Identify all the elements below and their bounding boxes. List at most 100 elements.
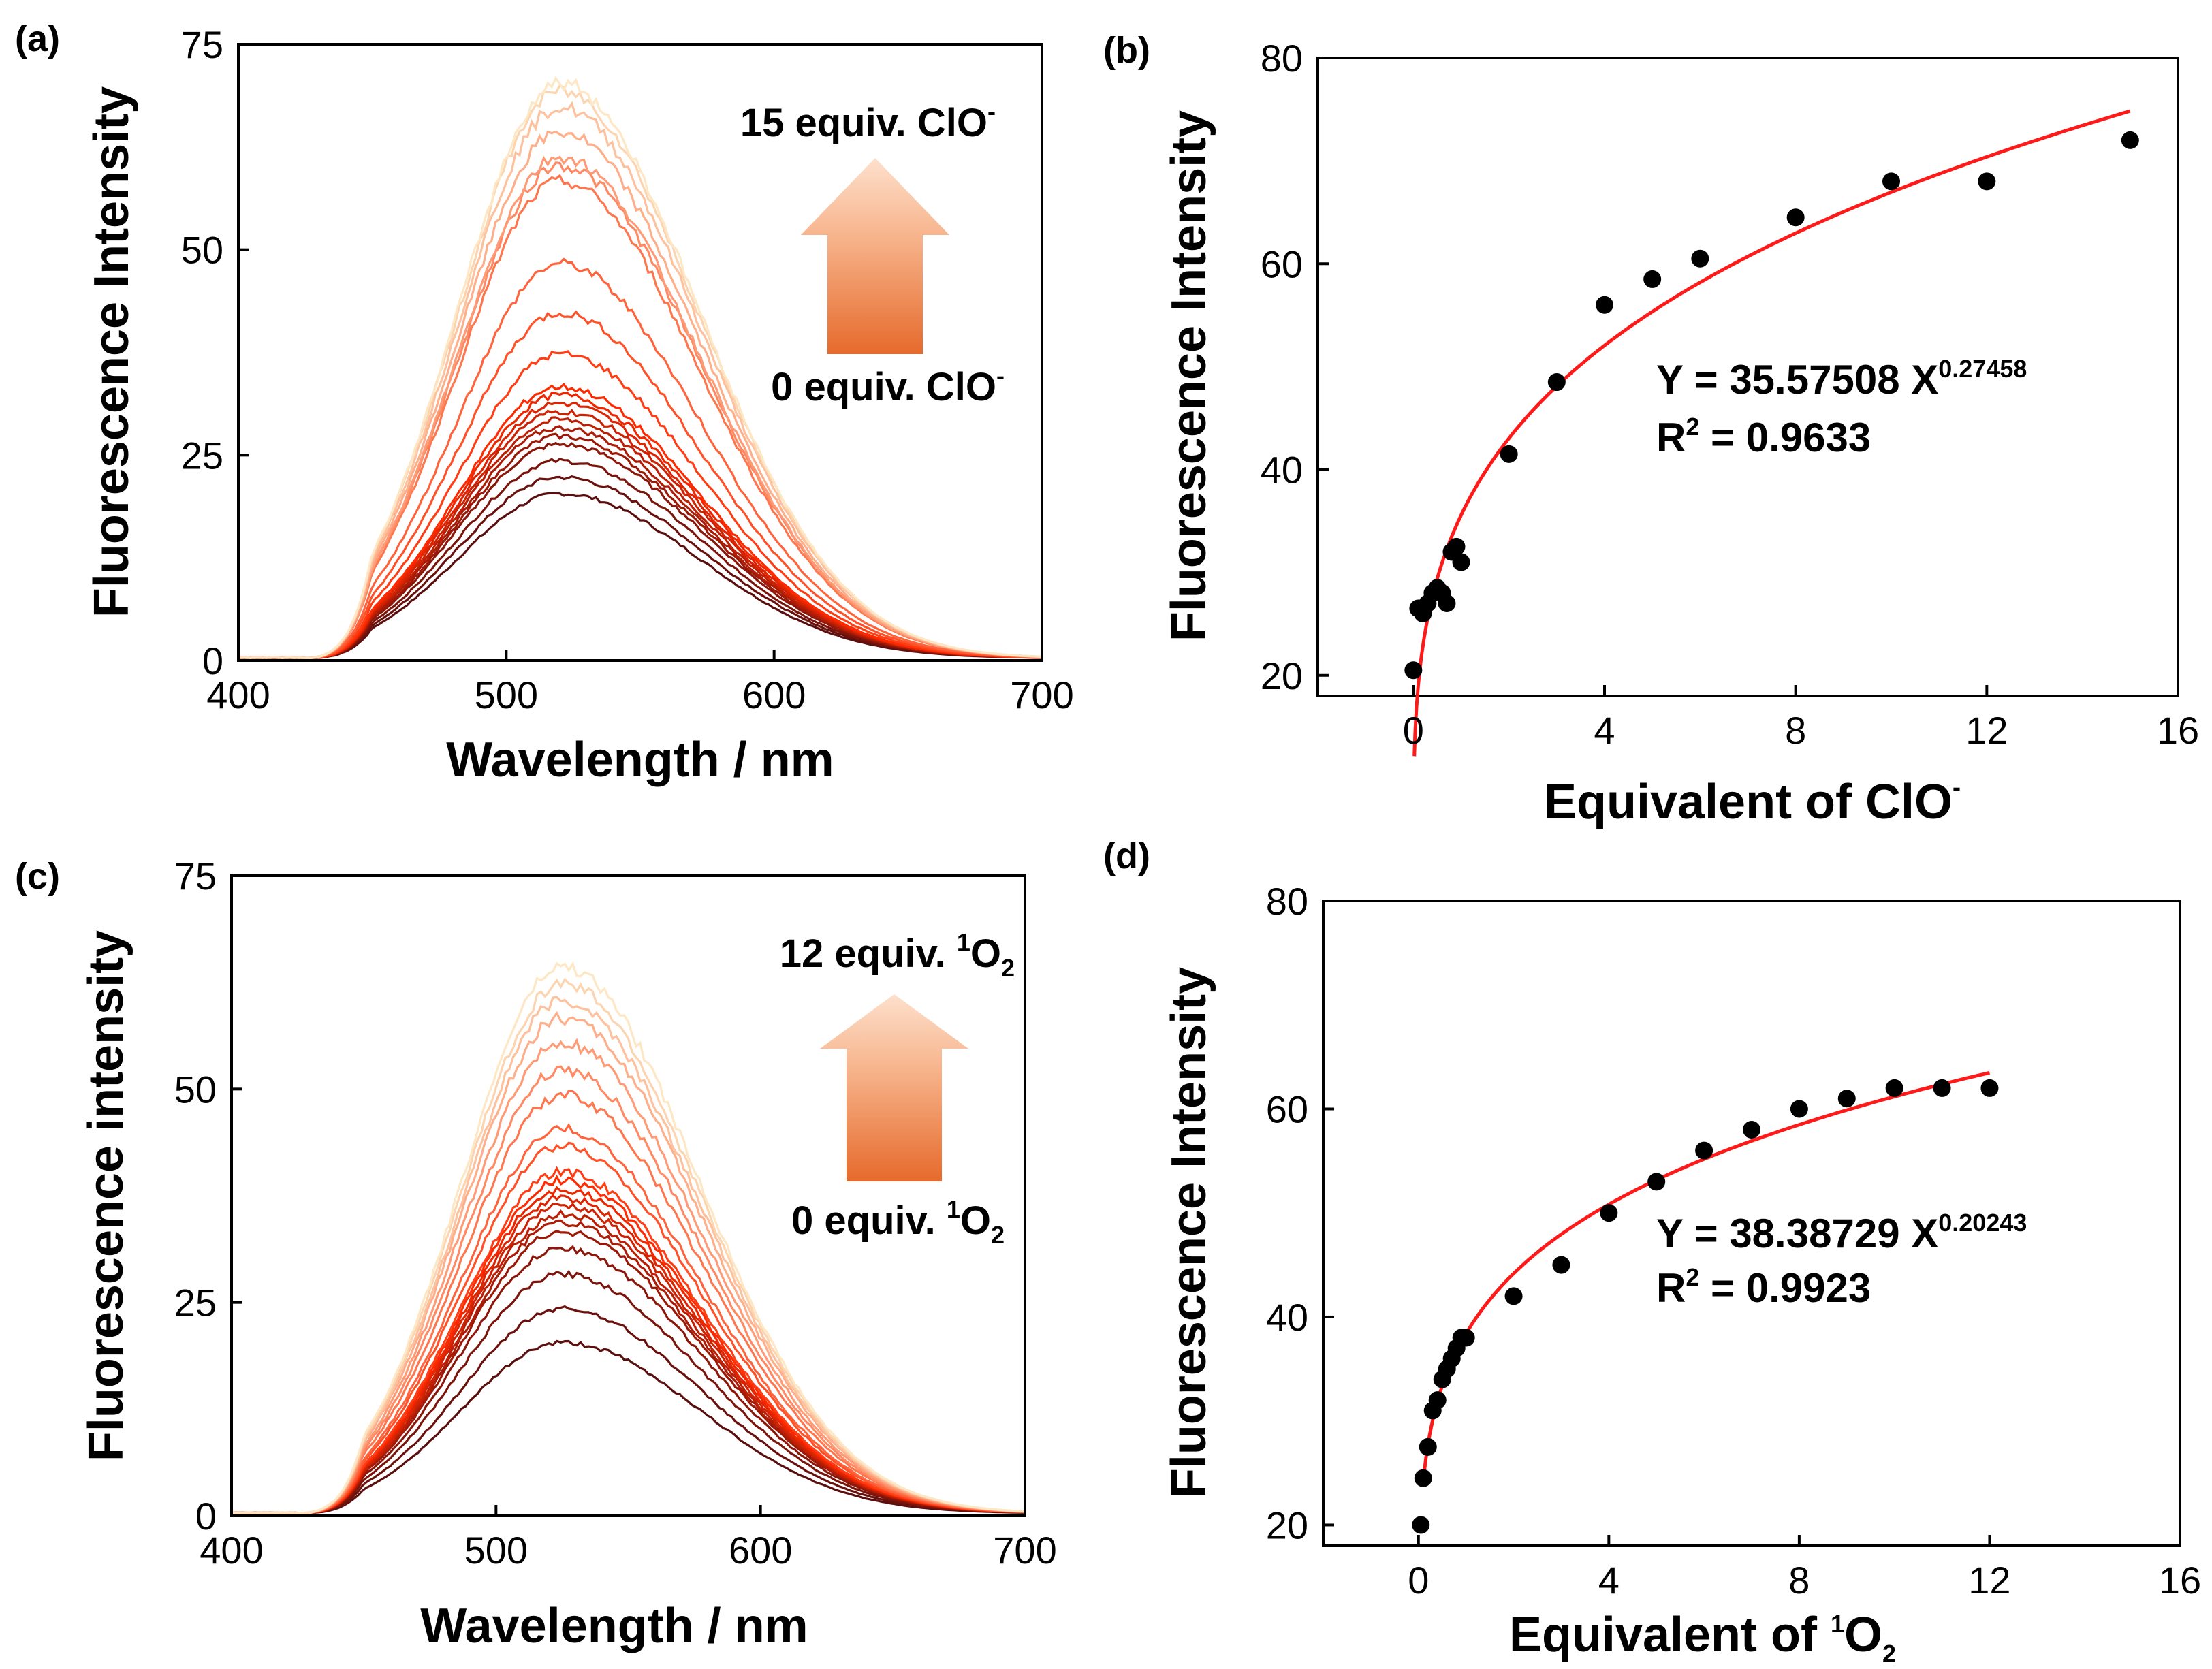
panel-b-data-point (1404, 661, 1423, 680)
panel-d-ytick-label: 80 (1266, 880, 1308, 923)
panel-c-spectrum-line (231, 1269, 1026, 1514)
panel-d-ytick-label: 60 (1266, 1087, 1308, 1130)
panel-a-xtick-label: 600 (742, 673, 806, 716)
panel-a-increase-arrow (801, 158, 949, 354)
panel-b-ylabel: Fluorescence Intensity (1162, 110, 1216, 641)
panel-c-ytick-label: 25 (174, 1282, 217, 1324)
panel-b-data-point (1643, 270, 1662, 288)
panel-d-fit-equation: Y = 38.38729 X0.20243 (1656, 1209, 2027, 1256)
panel-d-data-point (1552, 1256, 1570, 1274)
panel-c-curves (231, 961, 1026, 1514)
panel-d-xlabel: Equivalent of 1O2 (1509, 1608, 1896, 1668)
panel-c-spectrum-line (231, 1339, 1026, 1514)
panel-d-frame (1322, 900, 2181, 1547)
panel-a-ytick-label: 25 (181, 434, 223, 477)
panel-a-annotation-top: 15 equiv. ClO- (740, 97, 996, 145)
panel-a-curves (238, 76, 1043, 660)
panel-a-spectrum-line (238, 76, 1043, 660)
panel-d-ticks: 0 4 8 12 16 20 40 60 80 (1266, 880, 2201, 1602)
panel-d-data-point (1885, 1079, 1903, 1097)
panel-c-xtick-label: 700 (993, 1529, 1056, 1572)
panel-c-spectra: (c) 400 500 600 700 0 25 50 75 Fluorescence int… (15, 855, 1057, 1653)
panel-b-data-point (1596, 296, 1613, 314)
panel-b-ytick-label: 40 (1261, 449, 1303, 492)
panel-d-xtick-label: 16 (2159, 1559, 2201, 1602)
panel-d-data-point (1457, 1329, 1475, 1347)
panel-a-ytick-label: 50 (181, 229, 223, 272)
panel-d-titration: (d) 0 4 8 12 16 20 40 60 80 Fluorescence Intensi… (1103, 836, 2201, 1668)
panel-b-ticks: 0 4 8 12 16 20 40 60 80 (1261, 37, 2199, 752)
panel-b-xtick-label: 12 (1965, 709, 2008, 752)
panel-d-data-point (1790, 1100, 1808, 1118)
panel-d-label: (d) (1103, 836, 1150, 876)
panel-d-data-point (1428, 1391, 1447, 1410)
panel-c-spectrum-line (231, 1038, 1026, 1514)
panel-b-data-point (1438, 594, 1456, 612)
panel-b-r-squared: R2 = 0.9633 (1656, 413, 1871, 460)
panel-b-frame (1316, 57, 2179, 697)
panel-c-spectrum-line (231, 1065, 1026, 1514)
panel-a-spectra: (a) 400 500 600 700 0 25 50 75 Fluorescence Int… (15, 18, 1074, 787)
panel-c-annotation-bottom: 0 equiv. 1O2 (791, 1195, 1005, 1249)
panel-b-points (1404, 131, 2139, 680)
panel-c-spectrum-line (231, 1090, 1026, 1514)
panel-b-data-point (1978, 172, 1996, 191)
panel-c-ytick-label: 0 (195, 1495, 217, 1538)
panel-c-spectrum-line (232, 961, 1026, 1514)
panel-b-data-point (1691, 249, 1709, 268)
panel-c-xtick-label: 400 (200, 1529, 263, 1572)
panel-d-data-point (1647, 1173, 1666, 1191)
panel-b-xlabel: Equivalent of ClO- (1544, 773, 1961, 829)
panel-c-xtick-label: 500 (464, 1529, 528, 1572)
panel-d-r-squared: R2 = 0.9923 (1656, 1263, 1871, 1311)
panel-d-data-point (1933, 1079, 1951, 1097)
panel-d-data-point (1414, 1469, 1432, 1487)
panel-a-xtick-label: 700 (1010, 673, 1073, 716)
panel-d-data-point (1600, 1204, 1618, 1222)
panel-a-spectrum-line (238, 257, 1043, 659)
panel-b-xtick-label: 0 (1403, 709, 1424, 752)
panel-a-frame (237, 43, 1043, 662)
panel-c-frame (230, 874, 1026, 1517)
panel-c-xlabel: Wavelength / nm (420, 1599, 808, 1653)
panel-d-data-point (1412, 1516, 1430, 1534)
panel-d-data-point (1504, 1287, 1523, 1305)
panel-a-spectrum-line (238, 310, 1043, 660)
panel-a-label: (a) (15, 18, 60, 59)
panel-d-ytick-label: 20 (1266, 1504, 1308, 1546)
panel-b-data-point (1547, 373, 1566, 392)
panel-c-xtick-label: 600 (729, 1529, 792, 1572)
panel-b-data-point (2121, 131, 2139, 149)
panel-b-data-point (1447, 537, 1466, 556)
panel-c-ytick-label: 75 (174, 855, 217, 897)
panel-b-xtick-label: 8 (1785, 709, 1806, 752)
panel-b-titration: (b) 0 4 8 12 16 20 40 60 80 Fluorescence Intensi… (1103, 30, 2199, 829)
panel-a-spectrum-line (238, 350, 1043, 660)
panel-c-ylabel: Fluorescence intensity (79, 930, 133, 1461)
panel-d-xtick-label: 12 (1968, 1559, 2010, 1602)
panel-c-spectrum-line (231, 1305, 1026, 1514)
panel-d-points (1412, 1079, 1999, 1534)
panel-c-annotation-top: 12 equiv. 1O2 (780, 928, 1015, 982)
panel-c-label: (c) (15, 856, 60, 897)
panel-b-fit-equation: Y = 35.57508 X0.27458 (1656, 355, 2027, 402)
panel-c-ticks: 400 500 600 700 0 25 50 75 (174, 855, 1057, 1572)
panel-b-data-point (1500, 445, 1518, 463)
panel-d-data-point (1419, 1437, 1437, 1456)
panel-b-xtick-label: 16 (2157, 709, 2199, 752)
panel-a-xtick-label: 500 (475, 673, 538, 716)
panel-a-annotation-bottom: 0 equiv. ClO- (771, 362, 1005, 409)
panel-b-data-point (1786, 208, 1805, 227)
panel-b-data-point (1452, 553, 1470, 571)
panel-d-data-point (1837, 1090, 1856, 1108)
panel-c-ytick-label: 50 (174, 1068, 217, 1111)
panel-c-spectrum-line (231, 1194, 1026, 1514)
panel-d-ytick-label: 40 (1266, 1296, 1308, 1339)
panel-d-data-point (1980, 1079, 1999, 1097)
panel-a-xtick-label: 400 (206, 673, 270, 716)
panel-a-spectrum-line (238, 382, 1043, 660)
panel-c-spectrum-line (231, 1230, 1026, 1514)
panel-b-ytick-label: 80 (1261, 37, 1303, 80)
panel-b-ytick-label: 20 (1261, 654, 1303, 697)
